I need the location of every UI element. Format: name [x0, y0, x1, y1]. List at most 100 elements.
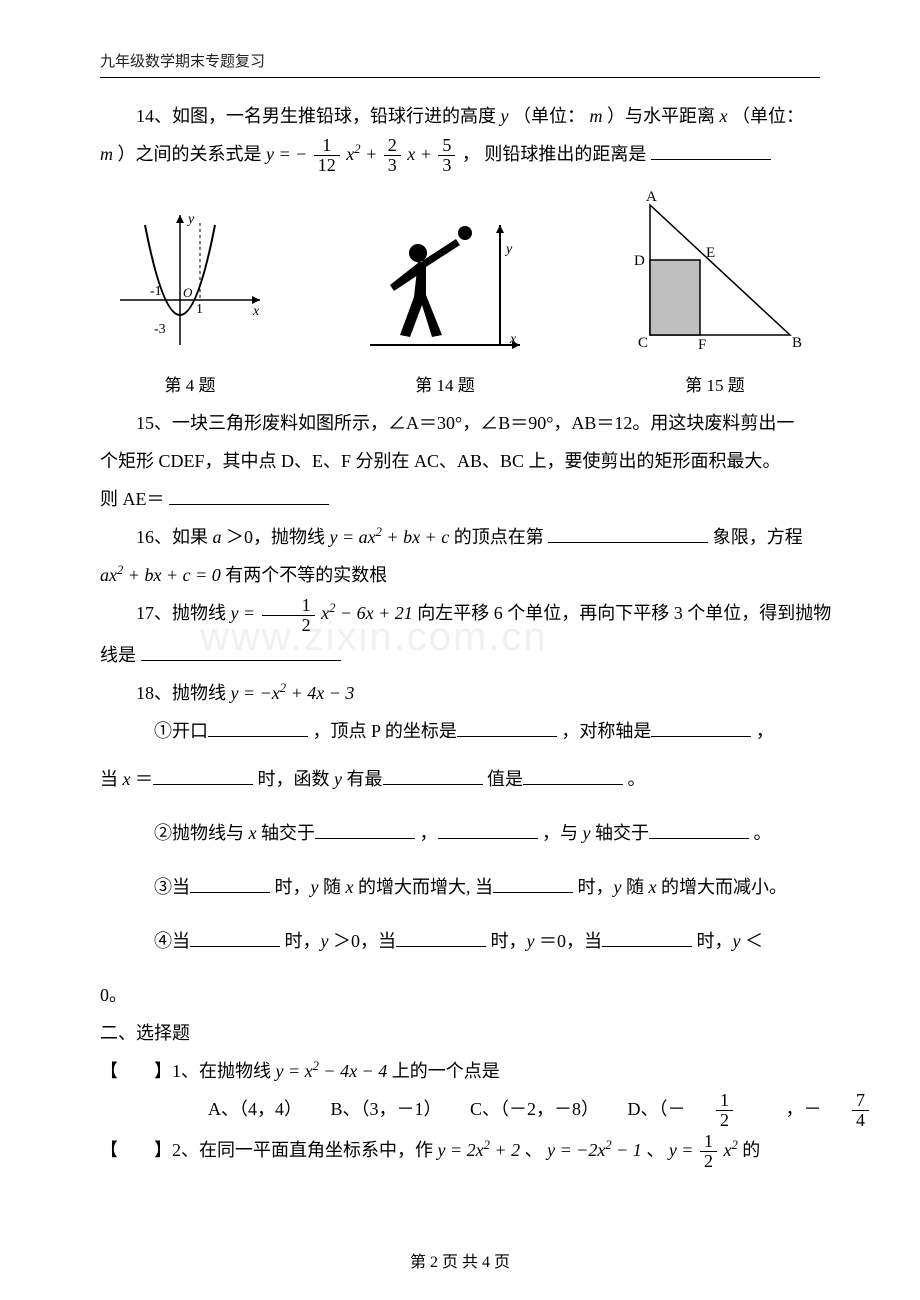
- fraction: 12: [716, 1091, 757, 1130]
- text: （单位：: [513, 106, 585, 126]
- var-x: x: [346, 877, 354, 897]
- fill-blank[interactable]: [523, 764, 623, 785]
- text: 时，函数: [258, 769, 335, 789]
- figure-row: -1 1 -3 O x y 第 4 题: [110, 185, 810, 403]
- eq: +: [365, 144, 382, 164]
- option-c[interactable]: C、（－2，－8）: [470, 1091, 599, 1127]
- text: 17、抛物线: [136, 603, 231, 623]
- svg-text:1: 1: [196, 302, 203, 317]
- q18-2: 当 x ＝ 时，函数 y 有最 值是 。: [100, 761, 820, 797]
- text: 14、如图，一名男生推铅球，铅球行进的高度: [136, 106, 501, 126]
- q18-zero: 0。: [100, 977, 820, 1013]
- q17-l2: 线是: [100, 637, 820, 673]
- text: ③当: [154, 877, 190, 897]
- fill-blank[interactable]: [438, 818, 538, 839]
- var-y: y: [334, 769, 342, 789]
- q18-4: ③当 时，y 随 x 的增大而增大, 当 时，y 随 x 的增大而减小。: [100, 869, 820, 905]
- var-a: a: [213, 527, 222, 547]
- svg-text:F: F: [698, 337, 706, 353]
- text: 18、抛物线: [136, 683, 231, 703]
- var-x: x: [720, 106, 728, 126]
- fill-blank[interactable]: [457, 716, 557, 737]
- fill-blank[interactable]: [153, 764, 253, 785]
- var-x: x: [249, 823, 257, 843]
- fraction: 112: [314, 136, 340, 175]
- text: 值是: [487, 769, 523, 789]
- svg-text:x: x: [252, 304, 260, 319]
- text: ＞0，当: [333, 931, 396, 951]
- eq: y = −x2 + 4x − 3: [231, 683, 355, 703]
- q18-head: 18、抛物线 y = −x2 + 4x − 3: [100, 675, 820, 711]
- text: ＜: [745, 931, 763, 951]
- fill-blank[interactable]: [548, 522, 708, 543]
- q15-l2: 个矩形 CDEF，其中点 D、E、F 分别在 AC、AB、BC 上，要使剪出的矩…: [100, 443, 820, 479]
- text: 的顶点在第: [454, 527, 544, 547]
- eq: y =: [669, 1140, 698, 1160]
- fill-blank[interactable]: [493, 872, 573, 893]
- text: ②抛物线与: [154, 823, 249, 843]
- text: ， 则铅球推出的距离是: [462, 144, 647, 164]
- svg-text:y: y: [504, 242, 513, 257]
- mc2: 【 】2、在同一平面直角坐标系中，作 y = 2x2 + 2 、 y = −2x…: [100, 1132, 820, 1171]
- var-y: y: [614, 877, 622, 897]
- text: ，对称轴是: [561, 721, 651, 741]
- text: 、: [525, 1140, 543, 1160]
- text: 上的一个点是: [392, 1061, 500, 1081]
- svg-text:B: B: [792, 335, 802, 351]
- text: 则 AE＝: [100, 489, 165, 509]
- var-m: m: [100, 144, 113, 164]
- fill-blank[interactable]: [190, 872, 270, 893]
- text: 的: [742, 1140, 760, 1160]
- option-b[interactable]: B、（3，－1）: [331, 1091, 442, 1127]
- page-header: 九年级数学期末专题复习: [100, 50, 820, 78]
- text: 。: [628, 769, 646, 789]
- var-y: y: [501, 106, 509, 126]
- fill-blank[interactable]: [651, 716, 751, 737]
- q18-3: ②抛物线与 x 轴交于 ， ，与 y 轴交于 。: [100, 815, 820, 851]
- text: 随: [323, 877, 346, 897]
- fill-blank[interactable]: [169, 484, 329, 505]
- fraction: 23: [384, 136, 401, 175]
- text: 有两个不等的实数根: [225, 565, 387, 585]
- parabola-graph: -1 1 -3 O x y: [110, 205, 270, 355]
- var-y: y: [733, 931, 741, 951]
- eq: y = 2x2 + 2: [438, 1140, 521, 1160]
- fill-blank[interactable]: [602, 926, 692, 947]
- q15-l3: 则 AE＝: [100, 481, 820, 517]
- option-a[interactable]: A、（4，4）: [208, 1091, 302, 1127]
- fill-blank[interactable]: [649, 818, 749, 839]
- fill-blank[interactable]: [651, 139, 771, 160]
- q18-1: ①开口 ，顶点 P 的坐标是 ，对称轴是 ，: [100, 713, 820, 749]
- svg-text:D: D: [634, 253, 645, 269]
- fill-blank[interactable]: [396, 926, 486, 947]
- var-y: y: [311, 877, 319, 897]
- svg-text:x: x: [509, 332, 517, 347]
- svg-text:C: C: [638, 335, 648, 351]
- text: 时，: [491, 931, 527, 951]
- fill-blank[interactable]: [208, 716, 308, 737]
- fill-blank[interactable]: [141, 640, 341, 661]
- fraction: 12: [700, 1132, 717, 1171]
- svg-text:O: O: [183, 285, 193, 300]
- svg-text:A: A: [646, 189, 657, 205]
- mc1-options: A、（4，4） B、（3，－1） C、（－2，－8） D、（－ 12 ，－ 74…: [100, 1091, 820, 1130]
- content-area: 14、如图，一名男生推铅球，铅球行进的高度 y （单位： m ）与水平距离 x …: [100, 98, 820, 1171]
- mc1: 【 】1、在抛物线 y = x2 − 4x − 4 上的一个点是: [100, 1053, 820, 1089]
- fill-blank[interactable]: [383, 764, 483, 785]
- text: ，顶点 P 的坐标是: [313, 721, 457, 741]
- fill-blank[interactable]: [190, 926, 280, 947]
- text: ④当: [154, 931, 190, 951]
- fill-blank[interactable]: [315, 818, 415, 839]
- figure-4: -1 1 -3 O x y 第 4 题: [110, 205, 270, 403]
- text: 时，: [275, 877, 311, 897]
- eq: x2: [723, 1140, 737, 1160]
- var-y: y: [527, 931, 535, 951]
- option-d[interactable]: D、（－ 12 ，－ 74 ）: [628, 1091, 920, 1130]
- eq: ax2 + bx + c = 0: [100, 565, 221, 585]
- svg-text:-1: -1: [150, 284, 162, 299]
- text: ，: [420, 823, 438, 843]
- q16-l2: ax2 + bx + c = 0 有两个不等的实数根: [100, 557, 820, 593]
- text: ，: [756, 721, 774, 741]
- text: 当: [100, 769, 123, 789]
- text: ）与水平距离: [607, 106, 720, 126]
